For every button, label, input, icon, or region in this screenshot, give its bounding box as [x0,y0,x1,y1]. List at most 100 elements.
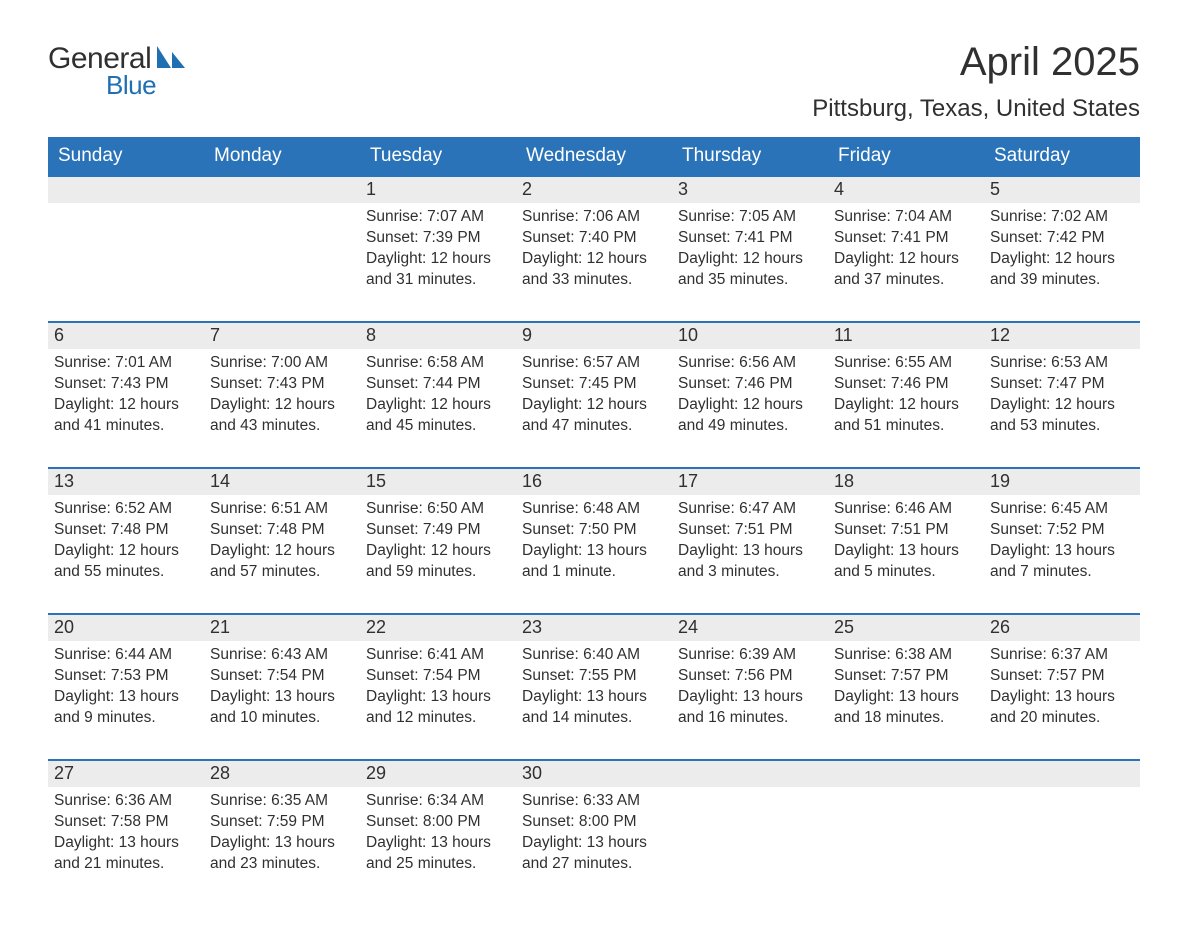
calendar-day: 18Sunrise: 6:46 AMSunset: 7:51 PMDayligh… [828,468,984,614]
calendar-day: 24Sunrise: 6:39 AMSunset: 7:56 PMDayligh… [672,614,828,760]
sunrise-text: Sunrise: 6:44 AM [54,645,198,666]
logo-text-blue: Blue [106,70,185,101]
sunset-text: Sunset: 7:53 PM [54,666,198,687]
calendar-day: 27Sunrise: 6:36 AMSunset: 7:58 PMDayligh… [48,760,204,905]
sunset-text: Sunset: 7:50 PM [522,520,666,541]
sunset-text: Sunset: 7:48 PM [210,520,354,541]
day-number [984,761,1140,787]
daylight-text: Daylight: 13 hours and 5 minutes. [834,541,978,583]
day-number: 4 [828,177,984,203]
day-body: Sunrise: 7:00 AMSunset: 7:43 PMDaylight:… [204,349,360,467]
day-number: 25 [828,615,984,641]
sunset-text: Sunset: 7:57 PM [834,666,978,687]
calendar-day: 25Sunrise: 6:38 AMSunset: 7:57 PMDayligh… [828,614,984,760]
sunset-text: Sunset: 7:55 PM [522,666,666,687]
calendar-day: 9Sunrise: 6:57 AMSunset: 7:45 PMDaylight… [516,322,672,468]
sunrise-text: Sunrise: 6:36 AM [54,791,198,812]
sunset-text: Sunset: 7:48 PM [54,520,198,541]
sunrise-text: Sunrise: 6:51 AM [210,499,354,520]
calendar-day: 10Sunrise: 6:56 AMSunset: 7:46 PMDayligh… [672,322,828,468]
weekday-header: Thursday [672,137,828,176]
daylight-text: Daylight: 12 hours and 39 minutes. [990,249,1134,291]
calendar-day: 29Sunrise: 6:34 AMSunset: 8:00 PMDayligh… [360,760,516,905]
day-body [672,787,828,905]
sunrise-text: Sunrise: 6:43 AM [210,645,354,666]
day-body: Sunrise: 6:45 AMSunset: 7:52 PMDaylight:… [984,495,1140,613]
day-body: Sunrise: 6:41 AMSunset: 7:54 PMDaylight:… [360,641,516,759]
sunrise-text: Sunrise: 6:33 AM [522,791,666,812]
day-body: Sunrise: 6:55 AMSunset: 7:46 PMDaylight:… [828,349,984,467]
day-body: Sunrise: 6:43 AMSunset: 7:54 PMDaylight:… [204,641,360,759]
sunset-text: Sunset: 7:45 PM [522,374,666,395]
day-number: 8 [360,323,516,349]
day-body [48,203,204,321]
logo: General Blue [48,40,185,101]
day-number: 1 [360,177,516,203]
calendar-day: 19Sunrise: 6:45 AMSunset: 7:52 PMDayligh… [984,468,1140,614]
sunrise-text: Sunrise: 6:56 AM [678,353,822,374]
calendar-day: 14Sunrise: 6:51 AMSunset: 7:48 PMDayligh… [204,468,360,614]
calendar-day: 11Sunrise: 6:55 AMSunset: 7:46 PMDayligh… [828,322,984,468]
daylight-text: Daylight: 13 hours and 3 minutes. [678,541,822,583]
day-body: Sunrise: 6:57 AMSunset: 7:45 PMDaylight:… [516,349,672,467]
day-body: Sunrise: 7:02 AMSunset: 7:42 PMDaylight:… [984,203,1140,321]
daylight-text: Daylight: 13 hours and 16 minutes. [678,687,822,729]
day-body: Sunrise: 6:51 AMSunset: 7:48 PMDaylight:… [204,495,360,613]
daylight-text: Daylight: 12 hours and 35 minutes. [678,249,822,291]
calendar-day: 17Sunrise: 6:47 AMSunset: 7:51 PMDayligh… [672,468,828,614]
calendar-body: 1Sunrise: 7:07 AMSunset: 7:39 PMDaylight… [48,176,1140,905]
calendar-week: 6Sunrise: 7:01 AMSunset: 7:43 PMDaylight… [48,322,1140,468]
sunrise-text: Sunrise: 7:05 AM [678,207,822,228]
weekday-header: Saturday [984,137,1140,176]
daylight-text: Daylight: 12 hours and 57 minutes. [210,541,354,583]
calendar-day: 1Sunrise: 7:07 AMSunset: 7:39 PMDaylight… [360,176,516,322]
day-body: Sunrise: 6:34 AMSunset: 8:00 PMDaylight:… [360,787,516,905]
sunrise-text: Sunrise: 6:45 AM [990,499,1134,520]
logo-sail-icon [157,46,185,68]
day-number: 7 [204,323,360,349]
day-body: Sunrise: 6:37 AMSunset: 7:57 PMDaylight:… [984,641,1140,759]
sunrise-text: Sunrise: 6:39 AM [678,645,822,666]
sunrise-text: Sunrise: 6:58 AM [366,353,510,374]
weekday-header: Tuesday [360,137,516,176]
day-number: 9 [516,323,672,349]
daylight-text: Daylight: 12 hours and 31 minutes. [366,249,510,291]
day-body: Sunrise: 7:01 AMSunset: 7:43 PMDaylight:… [48,349,204,467]
day-number: 13 [48,469,204,495]
calendar-day: 23Sunrise: 6:40 AMSunset: 7:55 PMDayligh… [516,614,672,760]
day-body: Sunrise: 6:40 AMSunset: 7:55 PMDaylight:… [516,641,672,759]
sunset-text: Sunset: 7:44 PM [366,374,510,395]
day-body: Sunrise: 7:06 AMSunset: 7:40 PMDaylight:… [516,203,672,321]
sunset-text: Sunset: 7:49 PM [366,520,510,541]
day-body: Sunrise: 6:58 AMSunset: 7:44 PMDaylight:… [360,349,516,467]
day-body: Sunrise: 6:35 AMSunset: 7:59 PMDaylight:… [204,787,360,905]
sunset-text: Sunset: 7:42 PM [990,228,1134,249]
calendar-day: 16Sunrise: 6:48 AMSunset: 7:50 PMDayligh… [516,468,672,614]
calendar-day: 2Sunrise: 7:06 AMSunset: 7:40 PMDaylight… [516,176,672,322]
daylight-text: Daylight: 13 hours and 7 minutes. [990,541,1134,583]
sunset-text: Sunset: 8:00 PM [366,812,510,833]
day-number [672,761,828,787]
day-number: 18 [828,469,984,495]
sunrise-text: Sunrise: 6:57 AM [522,353,666,374]
sunset-text: Sunset: 7:58 PM [54,812,198,833]
calendar-day: 26Sunrise: 6:37 AMSunset: 7:57 PMDayligh… [984,614,1140,760]
sunrise-text: Sunrise: 7:02 AM [990,207,1134,228]
sunset-text: Sunset: 7:46 PM [834,374,978,395]
sunset-text: Sunset: 7:56 PM [678,666,822,687]
weekday-header: Wednesday [516,137,672,176]
daylight-text: Daylight: 13 hours and 25 minutes. [366,833,510,875]
day-number: 12 [984,323,1140,349]
calendar-table: SundayMondayTuesdayWednesdayThursdayFrid… [48,137,1140,905]
day-body: Sunrise: 6:48 AMSunset: 7:50 PMDaylight:… [516,495,672,613]
title-block: April 2025 Pittsburg, Texas, United Stat… [812,40,1140,123]
calendar-day [48,176,204,322]
sunrise-text: Sunrise: 6:46 AM [834,499,978,520]
day-body: Sunrise: 7:05 AMSunset: 7:41 PMDaylight:… [672,203,828,321]
calendar-day [984,760,1140,905]
day-number: 20 [48,615,204,641]
day-number: 29 [360,761,516,787]
day-number: 19 [984,469,1140,495]
sunset-text: Sunset: 7:41 PM [834,228,978,249]
day-number: 10 [672,323,828,349]
